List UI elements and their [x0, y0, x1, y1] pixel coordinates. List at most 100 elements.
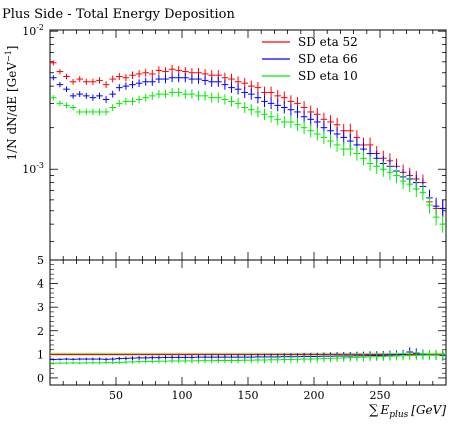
ratio-point [69, 358, 77, 361]
ratio-point [162, 355, 169, 360]
ratio-point [50, 362, 57, 365]
data-point [267, 86, 275, 99]
ratio-plot-frame [49, 259, 447, 386]
y-tick-label-exponent: -3 [36, 161, 44, 170]
data-point [162, 89, 169, 99]
data-point [274, 99, 281, 112]
data-point [96, 108, 103, 116]
ratio-series-sd-eta-10 [50, 349, 446, 365]
ratio-point [83, 361, 90, 365]
chart-title: Plus Side - Total Energy Deposition [2, 7, 235, 22]
data-point [129, 97, 136, 106]
x-tick-label: 50 [109, 389, 123, 402]
data-point [83, 78, 90, 85]
ratio-point [314, 355, 321, 363]
data-point [135, 79, 143, 88]
ratio-point [182, 358, 189, 364]
data-point [69, 93, 77, 99]
data-point [261, 95, 268, 108]
data-point [129, 80, 136, 89]
data-point [281, 101, 288, 114]
data-point [102, 96, 110, 103]
series-sd-eta-52 [50, 60, 446, 217]
data-point [168, 73, 176, 83]
ratio-point [254, 356, 262, 364]
ratio-point [96, 361, 103, 365]
ratio-point [333, 354, 341, 363]
ratio-point [399, 351, 407, 361]
ratio-point [109, 357, 116, 361]
ratio-point [426, 350, 433, 360]
ratio-point [135, 355, 143, 360]
data-point [267, 110, 275, 123]
data-point [129, 71, 136, 79]
data-point [142, 77, 149, 86]
ratio-point [380, 352, 387, 361]
ratio-point [195, 358, 202, 364]
data-point [56, 81, 64, 88]
ratio-point [142, 355, 149, 360]
ratio-y-tick-label: 4 [37, 278, 44, 291]
legend-item: SD eta 52 [262, 35, 358, 49]
ratio-point [366, 352, 374, 362]
data-point [195, 91, 202, 101]
data-point [89, 108, 97, 116]
data-point [340, 142, 347, 157]
data-point [109, 104, 116, 111]
data-point [221, 79, 229, 90]
data-point [116, 84, 123, 92]
y-tick-label-base: 10 [22, 25, 36, 38]
data-point [63, 73, 70, 80]
data-point [307, 112, 314, 126]
data-point [201, 75, 209, 86]
data-point [76, 76, 83, 83]
ratio-point [149, 355, 156, 360]
ratio-point [89, 357, 97, 361]
data-point [314, 115, 321, 129]
data-point [413, 180, 420, 197]
ratio-point [102, 357, 110, 361]
data-point [182, 73, 189, 83]
ratio-point [201, 358, 209, 364]
data-point [234, 83, 242, 95]
data-point [135, 70, 143, 78]
data-point [175, 87, 182, 97]
ratio-y-tick-label: 1 [37, 348, 44, 361]
ratio-point [122, 356, 130, 361]
ratio-y-tick-label: 2 [37, 325, 44, 338]
data-point [149, 69, 156, 79]
ratio-point [149, 359, 156, 364]
data-point [155, 89, 163, 99]
ratio-series-sd-eta-52 [50, 352, 446, 357]
data-point [76, 108, 83, 115]
data-point [182, 89, 189, 99]
ratio-point [129, 360, 136, 364]
x-axis-label-subscript: plus [389, 410, 408, 420]
ratio-point [267, 356, 275, 363]
data-point [50, 60, 57, 66]
data-point [333, 138, 341, 152]
ratio-point [241, 357, 248, 364]
ratio-y-tick-label: 3 [37, 301, 44, 314]
ratio-point [129, 356, 136, 360]
data-point [241, 86, 248, 98]
data-point [248, 88, 255, 100]
y-axis-label-text: 1/N dN/dE [GeV [5, 62, 19, 161]
data-point [439, 215, 446, 233]
ratio-point [63, 357, 70, 361]
data-point [155, 66, 163, 75]
data-point [69, 78, 77, 85]
ratio-point [50, 358, 57, 361]
data-point [320, 130, 328, 145]
data-point [254, 81, 262, 94]
ratio-point [294, 355, 301, 363]
ratio-point [168, 358, 176, 364]
data-point [56, 68, 64, 75]
data-point [122, 82, 130, 90]
main-plot-panel: 10-310-2 [22, 23, 447, 261]
x-axis-label-symbol: ∑ [369, 403, 379, 418]
data-point [155, 74, 163, 84]
data-point [281, 115, 288, 129]
